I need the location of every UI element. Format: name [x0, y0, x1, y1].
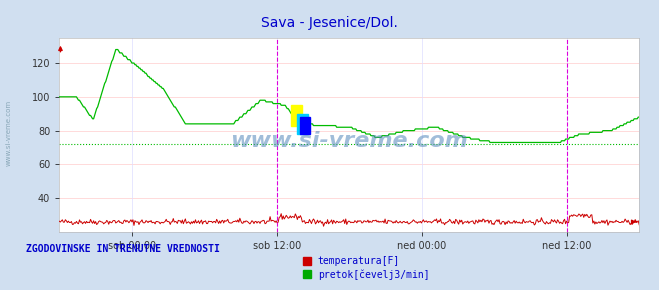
Text: ZGODOVINSKE IN TRENUTNE VREDNOSTI: ZGODOVINSKE IN TRENUTNE VREDNOSTI — [26, 244, 220, 254]
Bar — [300, 117, 310, 134]
Text: temperatura[F]: temperatura[F] — [318, 256, 400, 266]
Bar — [297, 114, 308, 134]
Text: www.si-vreme.com: www.si-vreme.com — [5, 100, 12, 166]
Bar — [291, 105, 302, 126]
Text: www.si-vreme.com: www.si-vreme.com — [231, 131, 468, 151]
Text: pretok[čevelj3/min]: pretok[čevelj3/min] — [318, 269, 429, 280]
Text: Sava - Jesenice/Dol.: Sava - Jesenice/Dol. — [261, 16, 398, 30]
